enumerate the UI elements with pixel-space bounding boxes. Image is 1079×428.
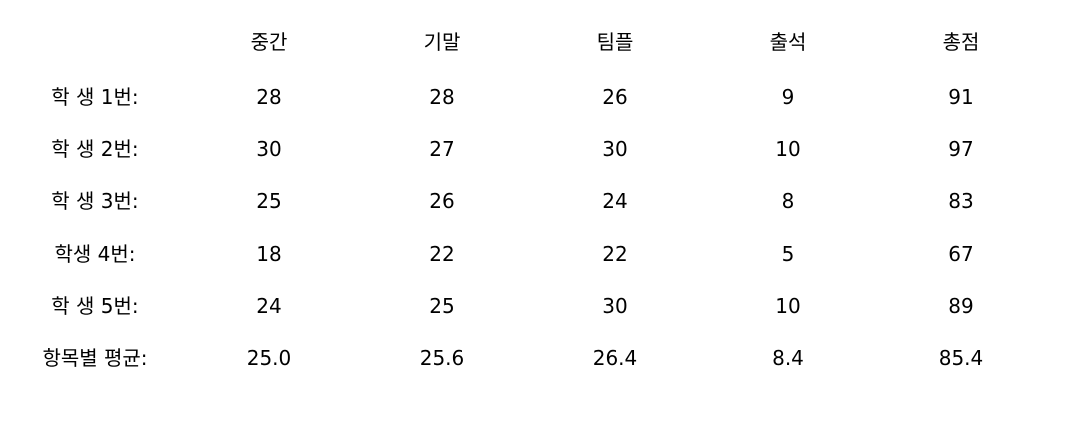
average-final: 25.6: [419, 346, 465, 370]
score-total: 91: [948, 85, 974, 109]
score-midterm: 30: [256, 137, 282, 161]
column-header-attendance: 출석: [769, 30, 807, 54]
score-final: 22: [429, 242, 455, 266]
score-total: 67: [948, 242, 974, 266]
row-label: 학 생 2번:: [51, 137, 139, 161]
score-midterm: 28: [256, 85, 282, 109]
score-team-project: 24: [602, 189, 628, 213]
score-final: 26: [429, 189, 455, 213]
score-midterm: 18: [256, 242, 282, 266]
average-midterm: 25.0: [246, 346, 292, 370]
header-row: 중간 기말 팀플 출석 총점: [0, 22, 1079, 62]
score-final: 27: [429, 137, 455, 161]
student-row-4: 학생 4번: 18 22 22 5 67: [0, 234, 1079, 274]
score-midterm: 25: [256, 189, 282, 213]
average-team-project: 26.4: [592, 346, 638, 370]
score-total: 97: [948, 137, 974, 161]
score-team-project: 22: [602, 242, 628, 266]
student-row-3: 학 생 3번: 25 26 24 8 83: [0, 181, 1079, 221]
average-total: 85.4: [938, 346, 984, 370]
score-attendance: 8: [781, 189, 795, 213]
column-header-total: 총점: [942, 30, 980, 54]
score-attendance: 5: [781, 242, 795, 266]
row-label: 학 생 5번:: [51, 294, 139, 318]
score-attendance: 10: [775, 137, 801, 161]
score-team-project: 30: [602, 137, 628, 161]
column-header-midterm: 중간: [250, 30, 288, 54]
score-final: 25: [429, 294, 455, 318]
average-row: 항목별 평균: 25.0 25.6 26.4 8.4 85.4: [0, 338, 1079, 378]
score-attendance: 10: [775, 294, 801, 318]
score-team-project: 30: [602, 294, 628, 318]
score-attendance: 9: [781, 85, 795, 109]
score-final: 28: [429, 85, 455, 109]
score-total: 89: [948, 294, 974, 318]
student-row-2: 학 생 2번: 30 27 30 10 97: [0, 129, 1079, 169]
average-row-label: 항목별 평균:: [42, 346, 148, 370]
student-row-5: 학 생 5번: 24 25 30 10 89: [0, 286, 1079, 326]
score-total: 83: [948, 189, 974, 213]
column-header-team-project: 팀플: [596, 30, 634, 54]
student-row-1: 학 생 1번: 28 28 26 9 91: [0, 77, 1079, 117]
average-attendance: 8.4: [772, 346, 804, 370]
score-midterm: 24: [256, 294, 282, 318]
row-label: 학생 4번:: [54, 242, 136, 266]
row-label: 학 생 1번:: [51, 85, 139, 109]
row-label: 학 생 3번:: [51, 189, 139, 213]
column-header-final: 기말: [423, 30, 461, 54]
score-team-project: 26: [602, 85, 628, 109]
